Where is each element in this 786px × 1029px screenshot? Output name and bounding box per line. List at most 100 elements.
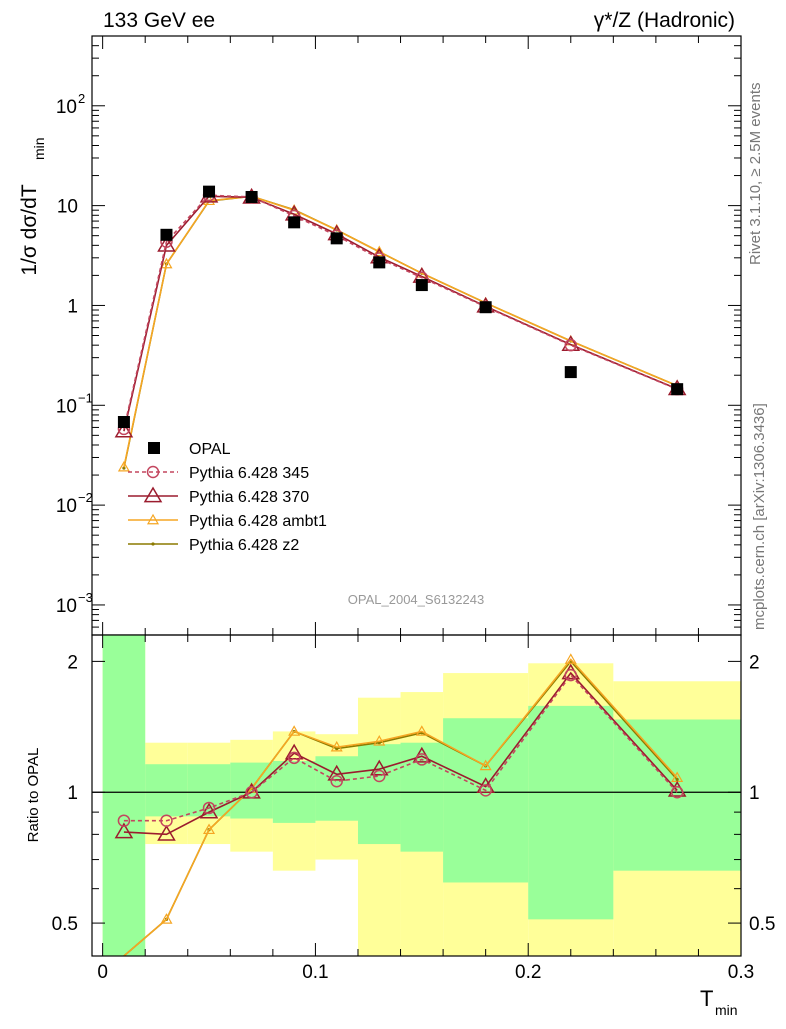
series-opal — [117, 185, 684, 429]
main-y-axis-label: 1/σ dσ/dT — [18, 184, 41, 275]
ratio-point — [415, 753, 429, 766]
legend-item-opal: OPAL — [148, 441, 231, 458]
legend-label: Pythia 6.428 z2 — [189, 537, 299, 554]
ratio-point — [670, 785, 684, 799]
ratio-point — [675, 777, 679, 782]
uncertainty-band-inner — [357, 744, 401, 845]
legend-marker — [148, 442, 160, 454]
legend: OPAL Pythia 6.428 345 Pythia 6.428 370 Pyth… — [128, 441, 327, 554]
y-tick-label: 10 −3 — [56, 590, 93, 617]
data-point — [117, 416, 130, 429]
ratio-point — [287, 751, 301, 765]
legend-marker — [146, 513, 160, 525]
ratio-point — [245, 785, 258, 799]
data-point — [564, 366, 577, 379]
data-point — [245, 190, 258, 203]
data-point — [564, 338, 578, 352]
x-tick-label: 0 — [97, 962, 108, 983]
ratio-point — [160, 913, 173, 924]
legend-label: Pythia 6.428 370 — [189, 489, 309, 506]
data-point — [373, 245, 386, 257]
ratio-point — [288, 725, 301, 736]
uncertainty-band-inner — [230, 762, 273, 819]
ratio-point — [157, 824, 176, 841]
ratio-point — [117, 814, 131, 827]
data-point — [122, 466, 126, 470]
x-tick-label: 0.3 — [728, 962, 754, 983]
y-tick-label: 10 — [57, 197, 78, 218]
ratio-line-pythia-6-428-ambt1 — [123, 658, 678, 956]
data-point — [671, 383, 684, 396]
legend-label: Pythia 6.428 ambt1 — [189, 513, 327, 530]
ratio-clipped-area — [92, 635, 741, 956]
data-point — [330, 232, 343, 245]
y-tick-label-exp: −3 — [78, 590, 93, 605]
ratio-line-pythia-6-428-345 — [123, 673, 678, 822]
legend-label: OPAL — [189, 441, 231, 458]
data-point — [114, 421, 134, 438]
y-tick-label-base: 10 — [56, 97, 77, 118]
ratio-y-axis-label: Ratio to OPAL — [25, 748, 42, 843]
legend-item-pythia-6-428-370: Pythia 6.428 370 — [128, 486, 309, 506]
x-axis-label-sub: min — [715, 1002, 738, 1018]
ratio-point — [479, 784, 492, 797]
y-tick-label-base: 10 — [56, 396, 77, 417]
ratio-point — [564, 668, 578, 682]
uncertainty-band-inner — [443, 718, 529, 883]
series-pythia-6-428-z2 — [122, 194, 679, 470]
y-tick-label: 10 −2 — [56, 490, 93, 517]
ratio-point — [330, 774, 343, 788]
header-left-label: 133 GeV ee — [103, 9, 215, 32]
y-tick-label-base: 10 — [56, 496, 77, 517]
legend-item-pythia-6-428-345: Pythia 6.428 345 — [128, 465, 309, 482]
data-point — [157, 235, 176, 252]
y-tick-label: 1 — [67, 296, 78, 317]
data-point — [373, 256, 386, 269]
ratio-point — [415, 725, 428, 736]
ratio-y-tick-label-left: 0.5 — [52, 914, 78, 935]
ratio-point — [373, 735, 386, 746]
main-y-axis-label-sub: min — [31, 137, 47, 160]
y-tick-label-exp: −2 — [78, 490, 93, 505]
ratio-series-pythia-6-428-345 — [117, 668, 684, 827]
x-tick-label: 0.1 — [302, 962, 328, 983]
header-right-label: γ*/Z (Hadronic) — [594, 9, 735, 32]
series-pythia-6-428-ambt1 — [117, 190, 684, 472]
ratio-point — [369, 759, 389, 776]
ratio-point — [327, 764, 347, 781]
uncertainty-band-inner — [145, 764, 188, 817]
data-point — [415, 279, 428, 292]
ratio-point — [114, 822, 134, 839]
ratio-frame — [91, 634, 742, 957]
series-line-pythia-6-428-z2 — [123, 195, 678, 469]
legend-marker — [143, 486, 163, 503]
ratio-point — [479, 759, 492, 771]
side-label-top: Rivet 3.1.10, ≥ 2.5M events — [747, 83, 764, 266]
ratio-y-tick-label-left: 2 — [67, 652, 78, 673]
ratio-point — [284, 743, 304, 760]
series-pythia-6-428-345 — [117, 189, 684, 436]
series-line-pythia-6-428-ambt1 — [123, 195, 678, 468]
data-point — [160, 257, 173, 269]
y-tick-label: 10 2 — [56, 91, 85, 118]
data-point — [160, 228, 173, 241]
y-tick-label-base: 10 — [56, 596, 77, 617]
legend-label: Pythia 6.428 345 — [189, 465, 309, 482]
x-axis-label: T — [700, 986, 713, 1011]
y-tick-label: 10 −1 — [56, 390, 93, 417]
series-line-pythia-6-428-370 — [123, 195, 678, 432]
ratio-point — [564, 653, 577, 664]
ratio-series-pythia-6-428-ambt1 — [123, 653, 684, 956]
ratio-y-tick-label-left: 1 — [67, 783, 78, 804]
ratio-y-tick-label-right: 0.5 — [749, 914, 775, 935]
data-point — [117, 460, 130, 472]
ratio-plot: 0.5 0.5 1 1 2 2 0 0.1 0.2 0.3 Ratio to OPAL T min — [25, 634, 775, 1018]
y-tick-label-base: 1 — [67, 296, 78, 317]
y-tick-label-base: 10 — [57, 197, 78, 218]
ratio-point — [160, 814, 173, 827]
data-point — [479, 301, 492, 314]
ratio-point — [202, 823, 216, 835]
